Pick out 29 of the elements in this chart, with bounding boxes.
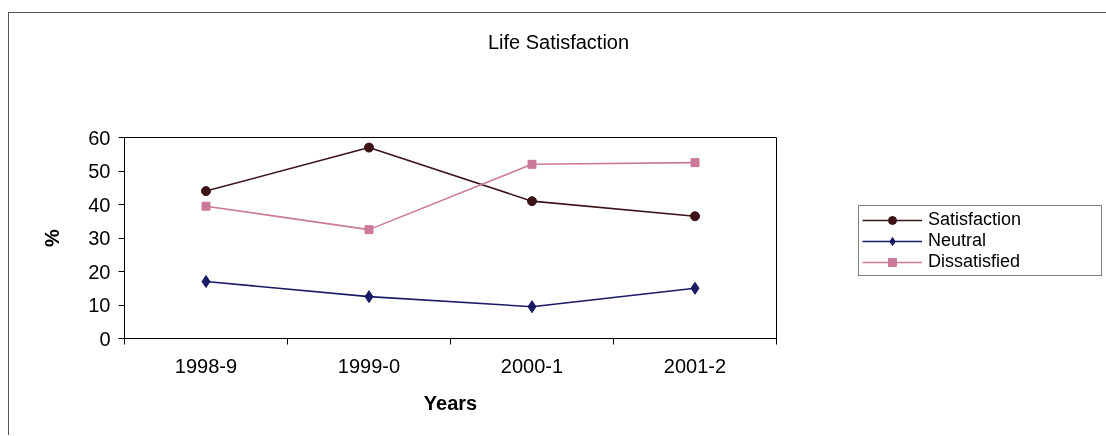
x-tick-label: 1998-9	[174, 354, 238, 377]
y-tick-label: 50	[88, 160, 111, 182]
x-tick-label: 2000-1	[500, 354, 564, 377]
point	[364, 142, 374, 153]
point	[527, 196, 537, 207]
point	[690, 211, 700, 222]
y-tick-label: 20	[88, 260, 111, 283]
y-tick-label: 30	[88, 227, 111, 249]
x-tick-label: 2001-2	[663, 354, 727, 377]
point	[201, 186, 211, 197]
x-tick-label: 1999-0	[337, 354, 401, 377]
point	[527, 300, 537, 314]
legend-label: Dissatisfied	[928, 251, 1022, 272]
x-axis-title: Years	[423, 391, 478, 414]
point	[690, 281, 700, 295]
y-tick-label: 60	[88, 126, 111, 149]
y-tick-label: 10	[88, 294, 111, 316]
y-tick-label: 0	[99, 327, 111, 350]
point	[201, 275, 211, 289]
point	[364, 225, 374, 235]
y-tick-label: 40	[88, 193, 111, 216]
point	[527, 159, 537, 169]
point	[364, 290, 374, 304]
chart-title: Life Satisfaction	[487, 30, 630, 53]
legend-label: Neutral	[928, 230, 988, 251]
point	[690, 158, 700, 168]
y-axis-title: %	[41, 228, 64, 247]
legend-label: Satisfaction	[928, 209, 1023, 230]
point	[201, 201, 211, 211]
